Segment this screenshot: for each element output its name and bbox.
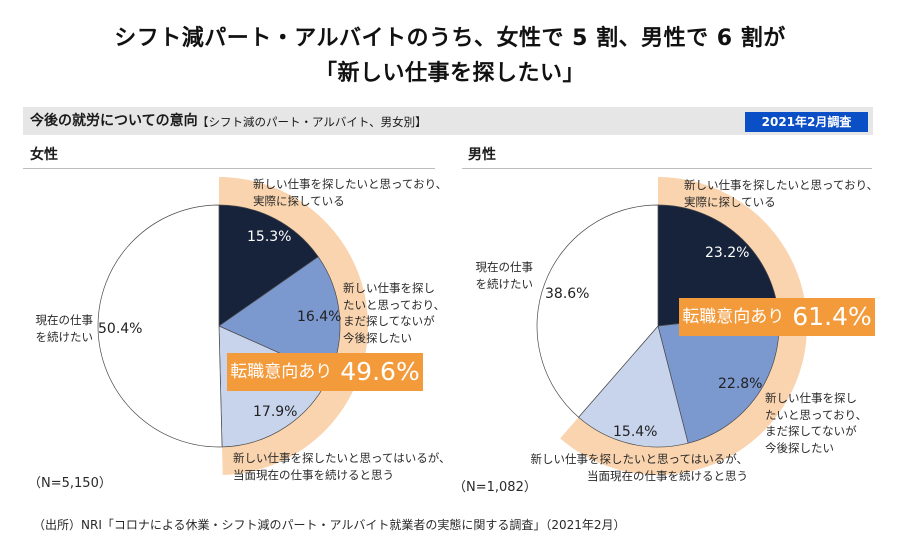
label-line: 当面現在の仕事を続けると思う — [587, 468, 748, 483]
female-label-plan-to-search: 新しい仕事を探し たいと思っており、 まだ探してないが 今後探したい — [343, 280, 445, 346]
label-line: 当面現在の仕事を続けると思う — [233, 467, 394, 482]
callout-value: 49.6% — [340, 357, 420, 386]
label-line: 実際に探している — [253, 193, 345, 208]
male-label-want-but-continue: 新しい仕事を探したいと思ってはいるが、 当面現在の仕事を続けると思う — [531, 451, 748, 484]
male-pie-chart — [536, 177, 808, 475]
female-pie-slice-continue-current — [97, 204, 223, 448]
female-label-actively-searching: 新しい仕事を探したいと思っており、 実際に探している — [253, 176, 447, 209]
label-line: まだ探してないが — [765, 424, 857, 438]
male-label-actively-searching: 新しい仕事を探したいと思っており、 実際に探している — [684, 177, 878, 210]
source-note: （出所）NRI「コロナによる休業・シフト減のパート・アルバイト就業者の実態に関す… — [33, 518, 626, 532]
label-line: 今後探したい — [765, 440, 834, 455]
female-job-change-intent-callout: 転職意向あり 49.6% — [227, 353, 423, 391]
label-line: 現在の仕事 — [35, 313, 94, 327]
female-panel-divider — [23, 168, 435, 169]
label-line: を続けたい — [35, 329, 94, 344]
label-line: 実際に探している — [684, 194, 776, 209]
female-sample-size: （N=5,150） — [28, 476, 112, 491]
page-title-line-1: シフト減パート・アルバイトのうち、女性で 5 割、男性で 6 割が — [114, 26, 786, 51]
female-value-label-plan-to-search: 16.4% — [297, 309, 342, 325]
callout-label: 転職意向あり — [682, 307, 785, 327]
male-value-label-continue-current: 38.6% — [545, 286, 590, 302]
label-line: 新しい仕事を探し — [765, 391, 857, 405]
survey-date-badge: 2021年2月調査 — [745, 112, 868, 132]
label-line: 今後探したい — [343, 330, 412, 345]
male-panel-title: 男性 — [468, 147, 496, 163]
female-value-label-continue-current: 50.4% — [98, 321, 143, 337]
male-sample-size: （N=1,082） — [453, 480, 537, 495]
male-value-label-plan-to-search: 22.8% — [718, 376, 763, 392]
male-panel-divider — [462, 168, 872, 169]
female-pie-slice-actively-searching — [218, 204, 319, 327]
male-pie-slice-actively-searching — [657, 204, 779, 327]
label-line: 新しい仕事を探したいと思っており、 — [253, 177, 448, 191]
label-line: まだ探してないが — [343, 314, 435, 328]
label-line: たいと思っており、 — [765, 407, 868, 422]
male-value-label-want-but-continue: 15.4% — [613, 424, 658, 440]
female-label-want-but-continue: 新しい仕事を探したいと思ってはいるが、 当面現在の仕事を続けると思う — [233, 450, 450, 483]
male-pie-slice-want-but-continue — [578, 325, 689, 448]
male-pie-slice-continue-current — [536, 204, 659, 418]
label-line: 新しい仕事を探したいと思ってはいるが、 — [233, 451, 451, 465]
callout-label: 転職意向あり — [230, 362, 333, 382]
label-line: 新しい仕事を探したいと思っており、 — [684, 178, 879, 192]
label-line: 現在の仕事 — [475, 260, 534, 274]
female-value-label-want-but-continue: 17.9% — [253, 404, 298, 420]
female-value-label-actively-searching: 15.3% — [247, 229, 292, 245]
female-highlight-band — [219, 177, 368, 475]
section-subheading: 【シフト減のパート・アルバイト、男女別】 — [197, 115, 427, 129]
page-title-line-2: 「新しい仕事を探したい」 — [314, 61, 585, 86]
callout-value: 61.4% — [792, 302, 872, 331]
section-heading: 今後の就労についての意向 — [30, 113, 198, 129]
label-line: 新しい仕事を探し — [343, 281, 435, 295]
male-job-change-intent-callout: 転職意向あり 61.4% — [679, 298, 875, 336]
section-header-bar — [23, 107, 873, 135]
male-label-continue-current: 現在の仕事 を続けたい — [476, 259, 534, 292]
male-value-label-actively-searching: 23.2% — [705, 245, 750, 261]
male-highlight-band — [560, 177, 808, 475]
label-line: 新しい仕事を探したいと思ってはいるが、 — [530, 452, 748, 466]
male-label-plan-to-search: 新しい仕事を探し たいと思っており、 まだ探してないが 今後探したい — [765, 390, 867, 456]
label-line: を続けたい — [475, 276, 534, 291]
label-line: たいと思っており、 — [343, 297, 446, 312]
female-panel-title: 女性 — [30, 147, 58, 163]
female-label-continue-current: 現在の仕事 を続けたい — [36, 312, 94, 345]
